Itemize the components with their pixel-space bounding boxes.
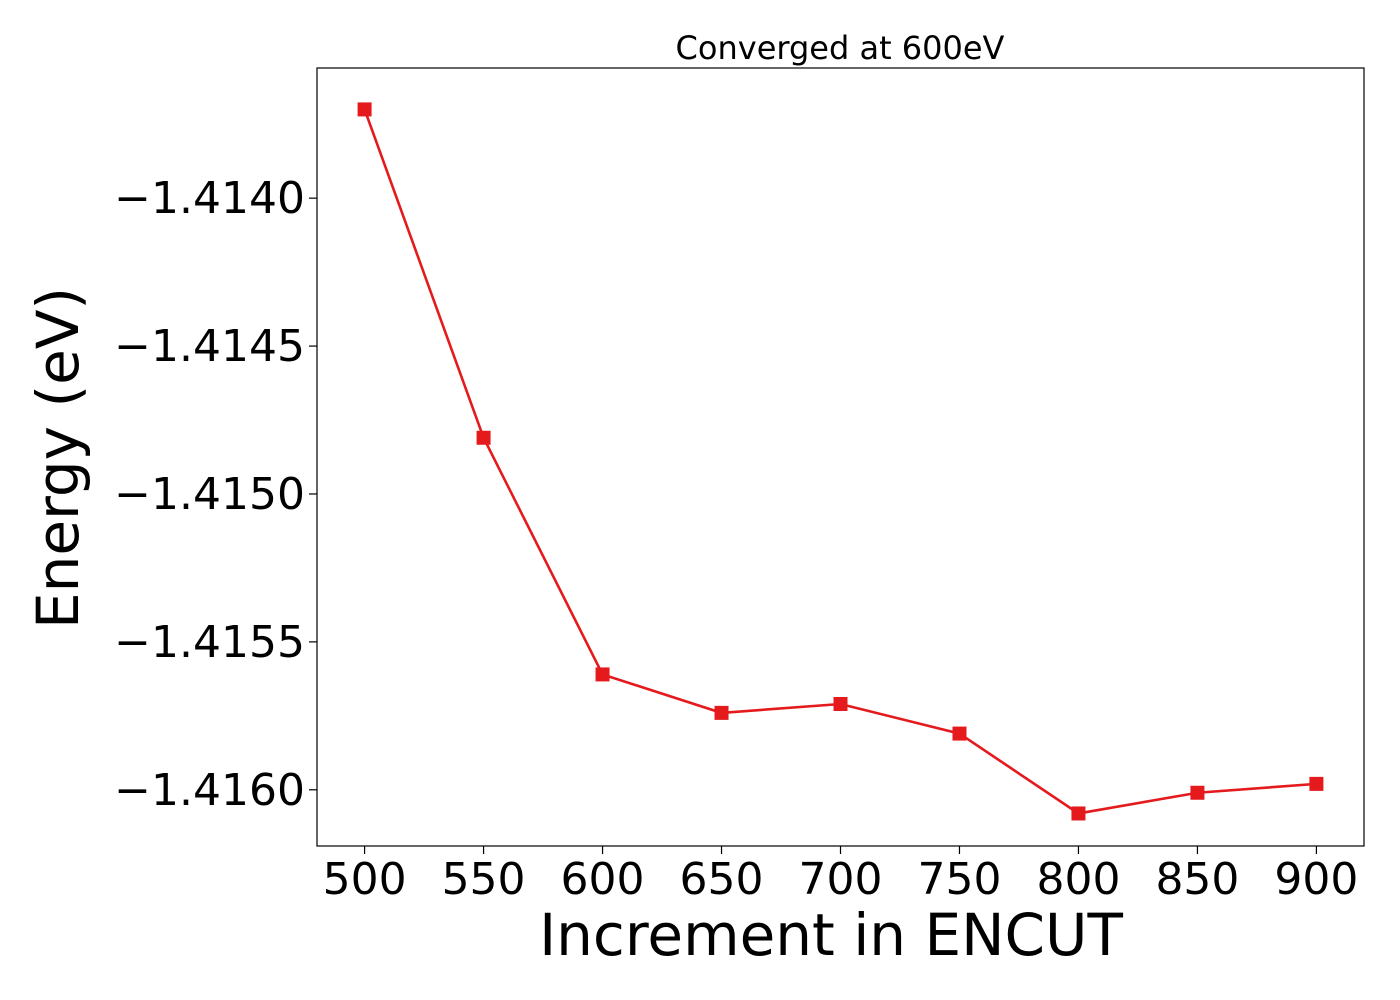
plot-area [316, 67, 1365, 847]
x-tick-label: 500 [323, 854, 407, 905]
data-point [595, 667, 610, 682]
x-tick-label: 650 [680, 854, 764, 905]
data-point [1190, 785, 1205, 800]
plot-frame [316, 67, 1365, 847]
series-layer [357, 102, 1324, 821]
y-tick-label: −1.4145 [114, 321, 305, 372]
x-tick-label: 850 [1155, 854, 1239, 905]
data-point [1071, 806, 1086, 821]
data-point [952, 726, 967, 741]
data-point [357, 102, 372, 117]
y-tick-label: −1.4155 [114, 617, 305, 668]
y-axis-label: Energy (eV) [24, 287, 92, 629]
x-tick-label: 700 [799, 854, 883, 905]
data-point [1309, 776, 1324, 791]
x-axis: 500 550 600 650 700 750 800 850 900 [323, 846, 1358, 905]
x-tick-label: 750 [917, 854, 1001, 905]
x-tick-label: 550 [442, 854, 526, 905]
y-axis: −1.4160 −1.4155 −1.4150 −1.4145 −1.4140 [114, 173, 317, 816]
y-tick-label: −1.4160 [114, 765, 305, 816]
data-point [476, 430, 491, 445]
chart-title: Converged at 600eV [676, 29, 1005, 67]
x-axis-label: Increment in ENCUT [539, 901, 1123, 969]
y-tick-label: −1.4140 [114, 173, 305, 224]
x-tick-label: 800 [1036, 854, 1120, 905]
y-tick-label: −1.4150 [114, 469, 305, 520]
data-point [833, 697, 848, 712]
data-point [714, 705, 729, 720]
x-tick-label: 900 [1274, 854, 1358, 905]
x-tick-label: 600 [561, 854, 645, 905]
